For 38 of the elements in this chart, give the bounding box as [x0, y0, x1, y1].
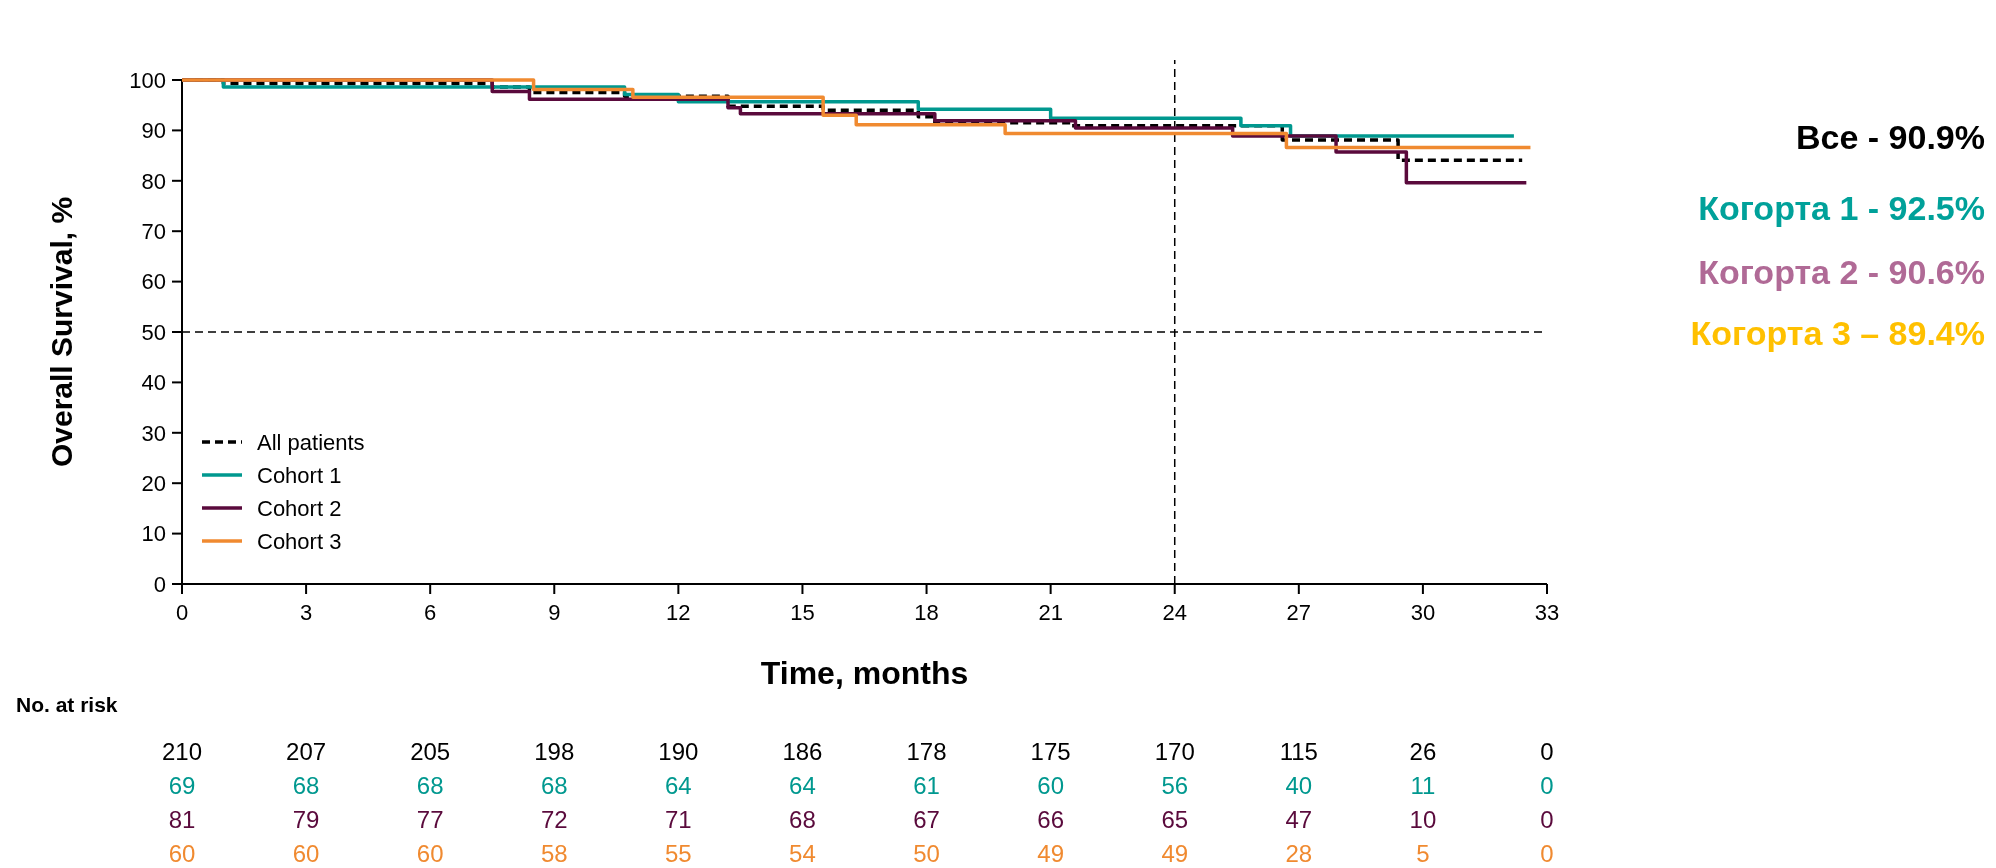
x-tick-label: 0	[175, 600, 189, 625]
x-tick-label: 21	[1038, 600, 1063, 625]
text: 60 60 60 58 55 54 50 49 49 28 5 0	[168, 840, 1554, 868]
y-axis-title: Overall Survival, %	[45, 196, 78, 468]
x-tick-label: 27	[1286, 600, 1312, 625]
legend-label: Cohort 2	[257, 495, 342, 521]
text: 81 79 77 72 71 68 67 66 65 47 10 0	[168, 806, 1554, 834]
y-tick-label: 60	[141, 269, 166, 295]
y-tick-label: 10	[141, 521, 166, 547]
x-tick-label: 15	[790, 600, 815, 625]
y-tick-label: 50	[141, 319, 166, 345]
y-tick-label: 80	[141, 168, 166, 194]
text: Когорта 3 – 89.4%	[1690, 313, 1985, 352]
y-tick-label: 0	[153, 571, 166, 597]
text: 69 68 68 68 64 64 61 60 56 40 11 0	[168, 772, 1554, 800]
x-tick-label: 18	[914, 600, 939, 625]
legend-label: All patients	[257, 429, 365, 455]
text: Все - 90.9%	[1796, 117, 1985, 156]
x-tick-label: 30	[1410, 600, 1436, 625]
y-tick-label: 90	[141, 118, 166, 144]
y-tick-label: 100	[129, 67, 166, 93]
legend-label: Cohort 1	[257, 462, 342, 488]
y-tick-label: 40	[141, 370, 166, 396]
x-tick-label: 24	[1162, 600, 1187, 625]
x-tick-label: 6	[424, 600, 437, 625]
text: 210 207 205 198 190 186 178 175 170 115 26 0	[161, 738, 1554, 766]
x-tick-label: 12	[666, 600, 691, 625]
y-tick-label: 30	[141, 420, 166, 446]
text: No. at risk	[16, 693, 118, 716]
text: Когорта 2 - 90.6%	[1698, 252, 1985, 291]
x-axis-title: Time, months	[760, 655, 969, 691]
text: Когорта 1 - 92.5%	[1698, 188, 1985, 227]
legend-label: Cohort 3	[257, 528, 342, 554]
x-tick-label: 9	[548, 600, 561, 625]
y-tick-label: 20	[141, 470, 166, 496]
y-tick-label: 70	[141, 218, 166, 244]
x-tick-label: 3	[299, 600, 313, 625]
x-tick-label: 33	[1534, 600, 1560, 625]
